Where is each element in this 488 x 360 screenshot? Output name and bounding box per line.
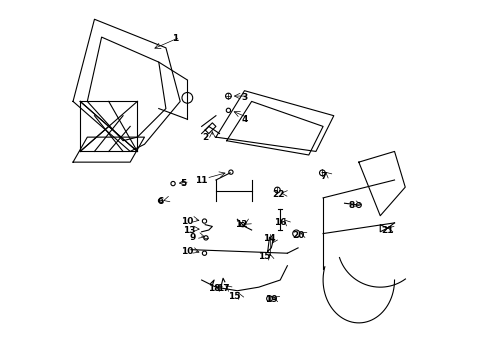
Text: 6: 6 bbox=[157, 197, 163, 206]
Text: 22: 22 bbox=[272, 190, 284, 199]
Text: 10: 10 bbox=[181, 217, 193, 226]
Text: 2: 2 bbox=[202, 132, 208, 141]
Text: 14: 14 bbox=[263, 234, 275, 243]
Text: 5: 5 bbox=[180, 179, 186, 188]
Text: 11: 11 bbox=[195, 176, 207, 185]
Text: 21: 21 bbox=[380, 225, 393, 234]
Text: 16: 16 bbox=[273, 219, 286, 228]
Text: 8: 8 bbox=[348, 201, 354, 210]
Text: 13: 13 bbox=[183, 225, 195, 234]
Text: 10: 10 bbox=[181, 247, 193, 256]
Text: 7: 7 bbox=[319, 172, 325, 181]
Text: 3: 3 bbox=[241, 93, 247, 102]
Text: 4: 4 bbox=[241, 115, 247, 124]
Text: 18: 18 bbox=[207, 284, 220, 293]
Text: 1: 1 bbox=[171, 35, 178, 44]
Text: 12: 12 bbox=[234, 220, 246, 229]
Text: 15: 15 bbox=[227, 292, 240, 301]
Text: 17: 17 bbox=[216, 284, 229, 293]
Text: 9: 9 bbox=[189, 233, 196, 242]
Text: 15: 15 bbox=[257, 252, 270, 261]
Text: 19: 19 bbox=[264, 295, 277, 304]
Text: 20: 20 bbox=[291, 231, 304, 240]
